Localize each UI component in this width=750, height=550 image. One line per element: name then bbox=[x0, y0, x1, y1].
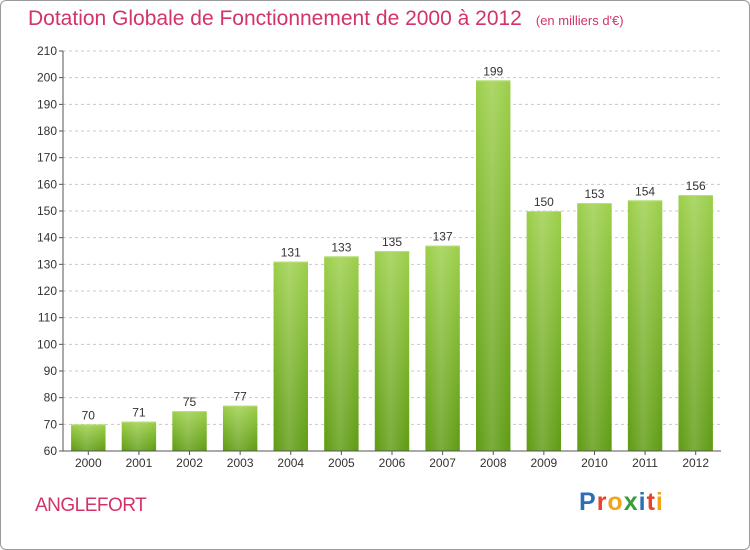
bar-highlight bbox=[273, 261, 308, 451]
logo-letter: i bbox=[638, 488, 647, 516]
y-tick-label: 190 bbox=[37, 97, 57, 111]
bars bbox=[71, 80, 713, 451]
bar-value-label: 154 bbox=[635, 184, 655, 198]
bar-highlight bbox=[222, 405, 258, 451]
bar-value-label: 150 bbox=[534, 195, 554, 209]
bar-value-label: 199 bbox=[483, 64, 503, 78]
bar-highlight bbox=[121, 421, 157, 451]
axes bbox=[59, 50, 721, 455]
y-tick-label: 120 bbox=[37, 284, 57, 298]
bar-highlight bbox=[476, 80, 511, 451]
chart-title: Dotation Globale de Fonctionnement de 20… bbox=[28, 7, 624, 31]
bar-value-label: 153 bbox=[584, 187, 604, 201]
logo-letter: r bbox=[596, 488, 608, 516]
y-tick-label: 100 bbox=[37, 337, 57, 351]
bar-highlight bbox=[71, 424, 106, 451]
labels: 60 70 80 90 100 110 120 130 140 150 160 170 180 190 20… bbox=[37, 44, 709, 470]
y-tick-label: 210 bbox=[37, 44, 57, 58]
y-tick-label: 70 bbox=[44, 417, 58, 431]
bar-value-label: 75 bbox=[183, 395, 197, 409]
x-tick-label: 2012 bbox=[682, 456, 709, 470]
y-tick-label: 160 bbox=[37, 177, 57, 191]
y-tick-label: 140 bbox=[37, 231, 57, 245]
bar-value-label: 70 bbox=[82, 408, 96, 422]
bar-highlight bbox=[324, 256, 359, 451]
logo-letter: x bbox=[623, 488, 639, 516]
x-tick-label: 2000 bbox=[75, 456, 102, 470]
bar-highlight bbox=[678, 195, 713, 451]
y-tick-label: 200 bbox=[37, 71, 57, 85]
x-tick-label: 2008 bbox=[480, 456, 507, 470]
bar-value-label: 77 bbox=[233, 390, 247, 404]
proxiti-logo: Proxiti bbox=[579, 488, 664, 517]
bar-value-label: 137 bbox=[433, 230, 453, 244]
x-tick-label: 2003 bbox=[227, 456, 254, 470]
x-tick-label: 2011 bbox=[632, 456, 658, 470]
logo-letter: i bbox=[655, 488, 664, 516]
bar-value-label: 135 bbox=[382, 235, 402, 249]
bar-highlight bbox=[526, 211, 562, 451]
bar-value-label: 156 bbox=[686, 179, 706, 193]
logo-letter: P bbox=[579, 488, 597, 516]
x-tick-label: 2004 bbox=[277, 456, 304, 470]
chart-unit-text: (en milliers d'€) bbox=[535, 13, 624, 28]
y-tick-label: 130 bbox=[37, 257, 57, 271]
y-tick-label: 60 bbox=[44, 444, 58, 458]
x-tick-label: 2007 bbox=[429, 456, 456, 470]
x-tick-label: 2010 bbox=[581, 456, 608, 470]
commune-name: ANGLEFORT bbox=[35, 495, 147, 516]
y-tick-label: 80 bbox=[44, 391, 58, 405]
bar-highlight bbox=[627, 200, 663, 451]
y-tick-label: 90 bbox=[44, 364, 58, 378]
logo-letter: o bbox=[607, 488, 624, 516]
y-tick-label: 170 bbox=[37, 151, 57, 165]
x-tick-label: 2006 bbox=[379, 456, 406, 470]
y-tick-label: 110 bbox=[38, 311, 57, 325]
logo-letter: t bbox=[646, 488, 656, 516]
x-tick-label: 2001 bbox=[126, 456, 153, 470]
bar-highlight bbox=[374, 251, 410, 451]
chart-title-text: Dotation Globale de Fonctionnement de 20… bbox=[28, 7, 522, 30]
bar-value-label: 133 bbox=[331, 240, 351, 254]
y-tick-label: 180 bbox=[37, 124, 57, 138]
x-tick-label: 2002 bbox=[176, 456, 203, 470]
bar-value-label: 131 bbox=[281, 246, 301, 260]
bar-value-label: 71 bbox=[132, 406, 146, 420]
bar-highlight bbox=[425, 245, 460, 451]
x-tick-label: 2005 bbox=[328, 456, 355, 470]
bar-highlight bbox=[172, 411, 207, 451]
y-tick-label: 150 bbox=[37, 204, 57, 218]
bar-highlight bbox=[577, 203, 612, 451]
x-tick-label: 2009 bbox=[530, 456, 557, 470]
